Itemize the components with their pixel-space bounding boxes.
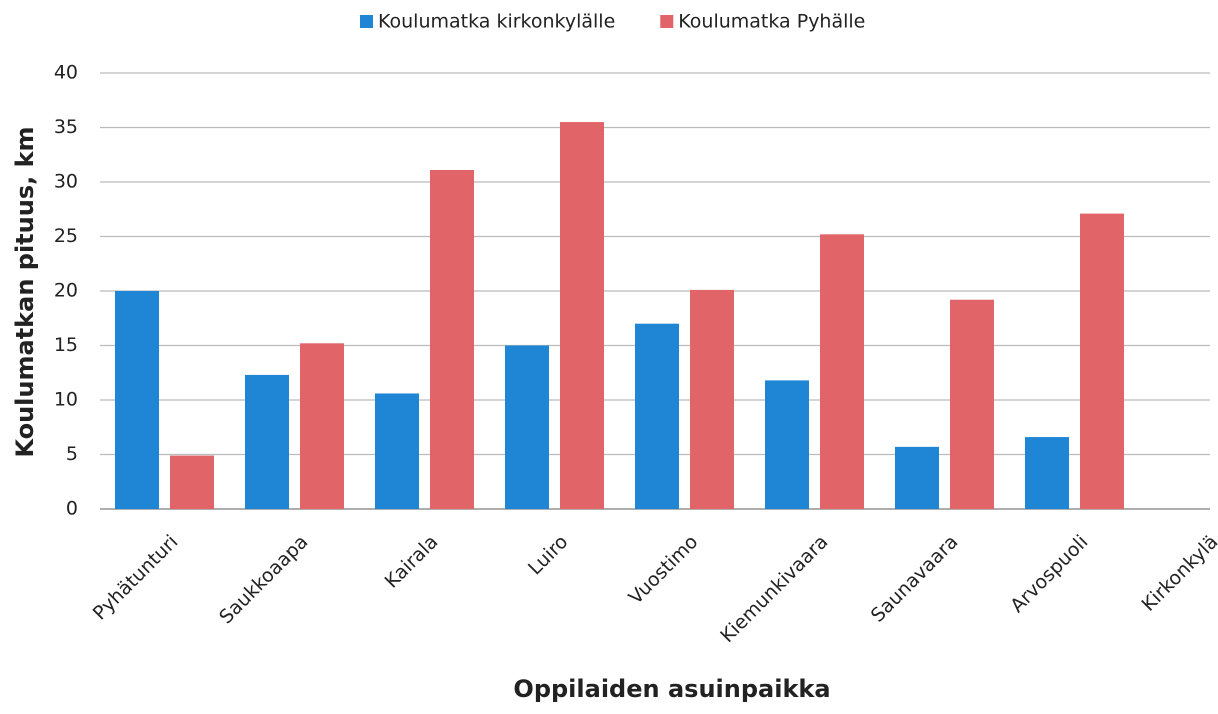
x-tick-label: Arvospuoli: [1006, 531, 1092, 617]
bar: [765, 380, 809, 509]
bar: [375, 393, 419, 509]
x-tick-label: Kairala: [381, 531, 443, 593]
x-tick-label: Kirkonkylä: [1138, 531, 1218, 616]
bar: [690, 289, 734, 509]
bar: [245, 374, 289, 509]
y-tick-label: 20: [54, 280, 78, 302]
x-tick-label: Pyhätunturi: [89, 531, 183, 625]
y-tick-label: 15: [54, 334, 78, 356]
legend-swatch: [660, 15, 674, 28]
bar: [950, 299, 994, 509]
bar: [1080, 213, 1124, 510]
legend-swatch: [360, 15, 373, 28]
y-tick-label: 40: [54, 62, 78, 84]
x-tick-label: Saunavaara: [867, 531, 963, 627]
bar: [560, 122, 604, 510]
y-axis-title: Koulumatkan pituus, km: [11, 126, 39, 457]
y-tick-label: 25: [54, 225, 78, 247]
y-tick-label: 5: [66, 443, 78, 465]
legend-label: Koulumatka Pyhälle: [678, 11, 865, 33]
bar: [170, 455, 214, 509]
x-tick-label: Vuostimo: [625, 531, 703, 609]
x-tick-label: Saukkoaapa: [215, 531, 312, 628]
y-tick-label: 10: [54, 389, 78, 411]
y-tick-label: 0: [66, 498, 78, 520]
x-tick-label: Luiro: [524, 531, 573, 580]
y-tick-label: 35: [54, 116, 78, 138]
bar: [115, 291, 159, 509]
bar: [820, 234, 864, 509]
y-tick-label: 30: [54, 171, 78, 193]
bar: [505, 345, 549, 509]
bar: [430, 170, 474, 509]
bar: [300, 343, 344, 509]
bar: [895, 446, 939, 509]
bar: [1025, 437, 1069, 509]
x-tick-label: Kiemunkivaara: [716, 531, 832, 647]
x-axis-title: Oppilaiden asuinpaikka: [513, 675, 830, 703]
legend-label: Koulumatka kirkonkylälle: [378, 11, 615, 33]
bar: [635, 323, 679, 509]
